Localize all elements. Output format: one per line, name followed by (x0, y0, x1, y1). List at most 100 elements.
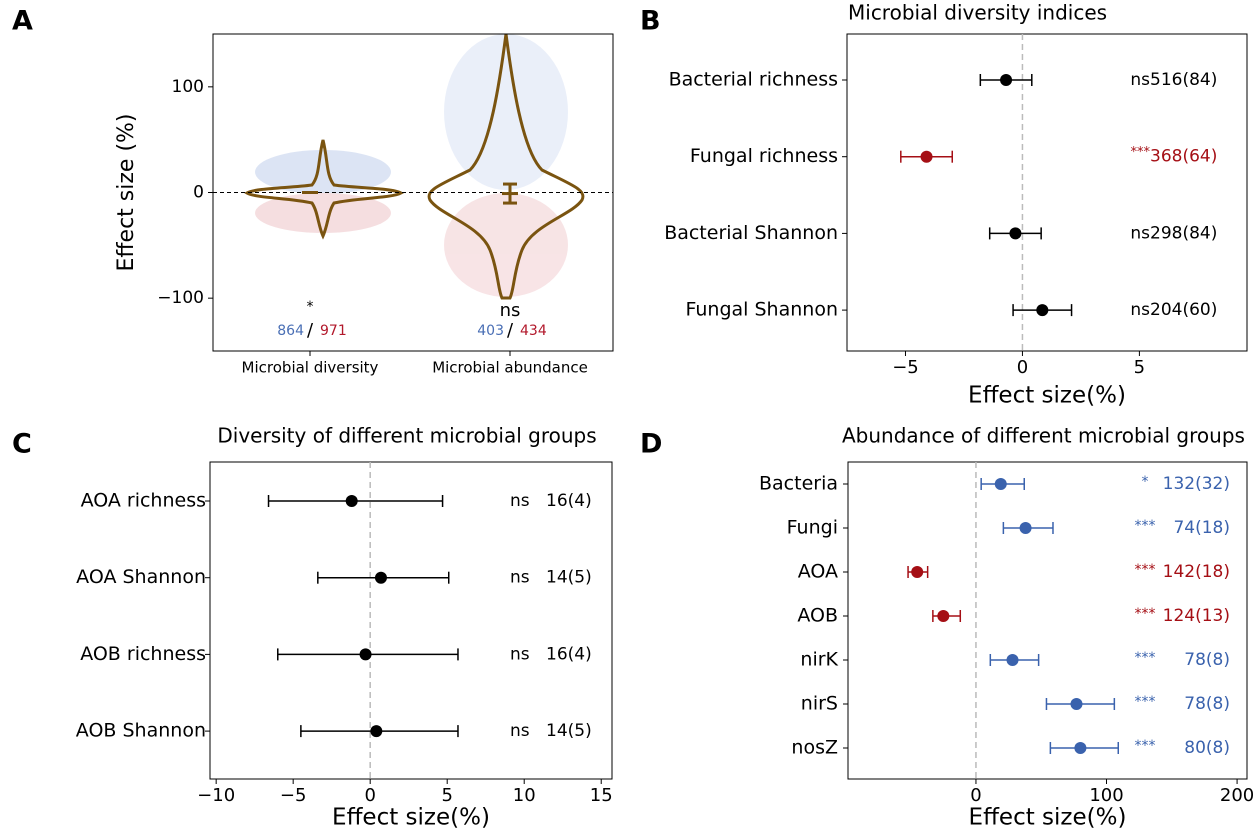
cloud-negative (255, 193, 391, 233)
x-tick-label: 5 (441, 785, 452, 806)
n-label: 298(84) (1150, 223, 1217, 243)
n-label: 78(8) (1184, 650, 1230, 670)
n-label: 132(32) (1163, 474, 1230, 494)
x-tick-label: −10 (197, 785, 235, 806)
point (1000, 74, 1013, 86)
significance: ns (1130, 300, 1150, 320)
chart-title: Abundance of different microbial groups (842, 424, 1245, 448)
significance: *** (1135, 518, 1156, 534)
y-tick-label: 0 (193, 183, 204, 203)
x-axis-label: Effect size(%) (968, 383, 1126, 409)
x-tick-label: −5 (892, 357, 919, 378)
significance: ns (1130, 223, 1150, 243)
n-label: 142(18) (1163, 562, 1230, 582)
x-tick-label: Microbial abundance (432, 359, 588, 377)
plot-frame (847, 461, 1248, 780)
cloud-negative (444, 193, 568, 297)
y-tick-label: Bacterial Shannon (664, 222, 838, 244)
significance: *** (1135, 694, 1156, 710)
y-tick-label: AOB (797, 605, 838, 627)
cloud-positive (255, 150, 391, 194)
n-label: 14(5) (546, 721, 592, 741)
x-tick-label: Microbial diversity (242, 359, 379, 377)
significance: ns (510, 721, 530, 741)
y-tick-label: nirK (800, 649, 838, 671)
violin-outline (427, 33, 585, 300)
panel-label: B (640, 6, 661, 37)
plot-frame (209, 461, 613, 780)
point (1009, 227, 1022, 240)
n-label: 368(64) (1150, 147, 1217, 167)
y-tick-label: Bacteria (759, 473, 838, 495)
significance: ns (500, 300, 521, 321)
point (1019, 522, 1032, 534)
panel-label: A (12, 6, 33, 37)
y-tick-label: nosZ (791, 737, 838, 759)
significance: *** (1135, 562, 1156, 578)
y-tick-label: 100 (172, 77, 204, 97)
significance: ns (510, 491, 530, 511)
y-tick-label: Fungal Shannon (686, 299, 839, 321)
point (1074, 742, 1087, 754)
n-label: 80(8) (1184, 738, 1230, 758)
violin-outline (244, 139, 405, 240)
significance: * (1142, 474, 1149, 490)
point (911, 566, 924, 578)
x-tick-label: 5 (1134, 357, 1145, 378)
y-tick-label: Bacterial richness (669, 69, 838, 91)
y-tick-label: AOA (798, 561, 838, 583)
x-axis-label: Effect size(%) (969, 805, 1127, 831)
significance: *** (1135, 738, 1156, 754)
significance: ns (1130, 70, 1150, 90)
x-tick-label: 0 (1017, 357, 1028, 378)
y-tick-label: Fungi (787, 517, 838, 539)
chart-title: Microbial diversity indices (848, 1, 1107, 25)
n-positive: 864 (277, 323, 304, 339)
point (1070, 698, 1083, 710)
y-tick-label: AOA richness (81, 490, 206, 512)
n-label: 124(13) (1163, 606, 1230, 626)
y-axis-label: Effect size (%) (114, 113, 139, 271)
point (994, 478, 1007, 490)
y-tick-label: −100 (157, 288, 204, 308)
n-label: 14(5) (546, 568, 592, 588)
point (359, 648, 372, 661)
violins (244, 33, 585, 300)
point (1036, 304, 1049, 317)
n-negative: 971 (320, 323, 347, 339)
n-label: 78(8) (1184, 694, 1230, 714)
n-label: 74(18) (1173, 518, 1230, 538)
x-tick-label: 200 (1220, 785, 1254, 806)
significance: ns (510, 644, 530, 664)
point (370, 725, 383, 738)
x-tick-label: 10 (513, 785, 536, 806)
point (1006, 654, 1019, 666)
point (374, 571, 387, 584)
n-label: 16(4) (546, 644, 592, 664)
significance: *** (1135, 650, 1156, 666)
chart-title: Diversity of different microbial groups (217, 424, 596, 448)
significance: *** (1135, 606, 1156, 622)
panel-label: C (12, 429, 32, 460)
panel-label: D (640, 429, 662, 460)
plot-frame (846, 33, 1248, 352)
point (920, 150, 933, 163)
y-tick-label: Fungal richness (690, 145, 838, 167)
y-tick-label: AOB richness (80, 643, 206, 665)
y-tick-label: AOA Shannon (76, 566, 206, 588)
x-tick-label: 15 (590, 785, 613, 806)
x-tick-label: 100 (1089, 785, 1123, 806)
y-tick-label: nirS (801, 693, 838, 715)
x-axis-label: Effect size(%) (332, 805, 490, 831)
x-tick-label: −5 (280, 785, 307, 806)
significance: ns (510, 568, 530, 588)
n-label: 516(84) (1150, 70, 1217, 90)
x-tick-label: 0 (364, 785, 375, 806)
n-negative: 434 (520, 323, 547, 339)
x-tick-label: 0 (970, 785, 981, 806)
separator: / (307, 320, 314, 341)
y-tick-label: AOB Shannon (76, 720, 206, 742)
n-positive: 403 (477, 323, 504, 339)
significance: * (307, 299, 314, 315)
point-cloud (255, 34, 568, 297)
